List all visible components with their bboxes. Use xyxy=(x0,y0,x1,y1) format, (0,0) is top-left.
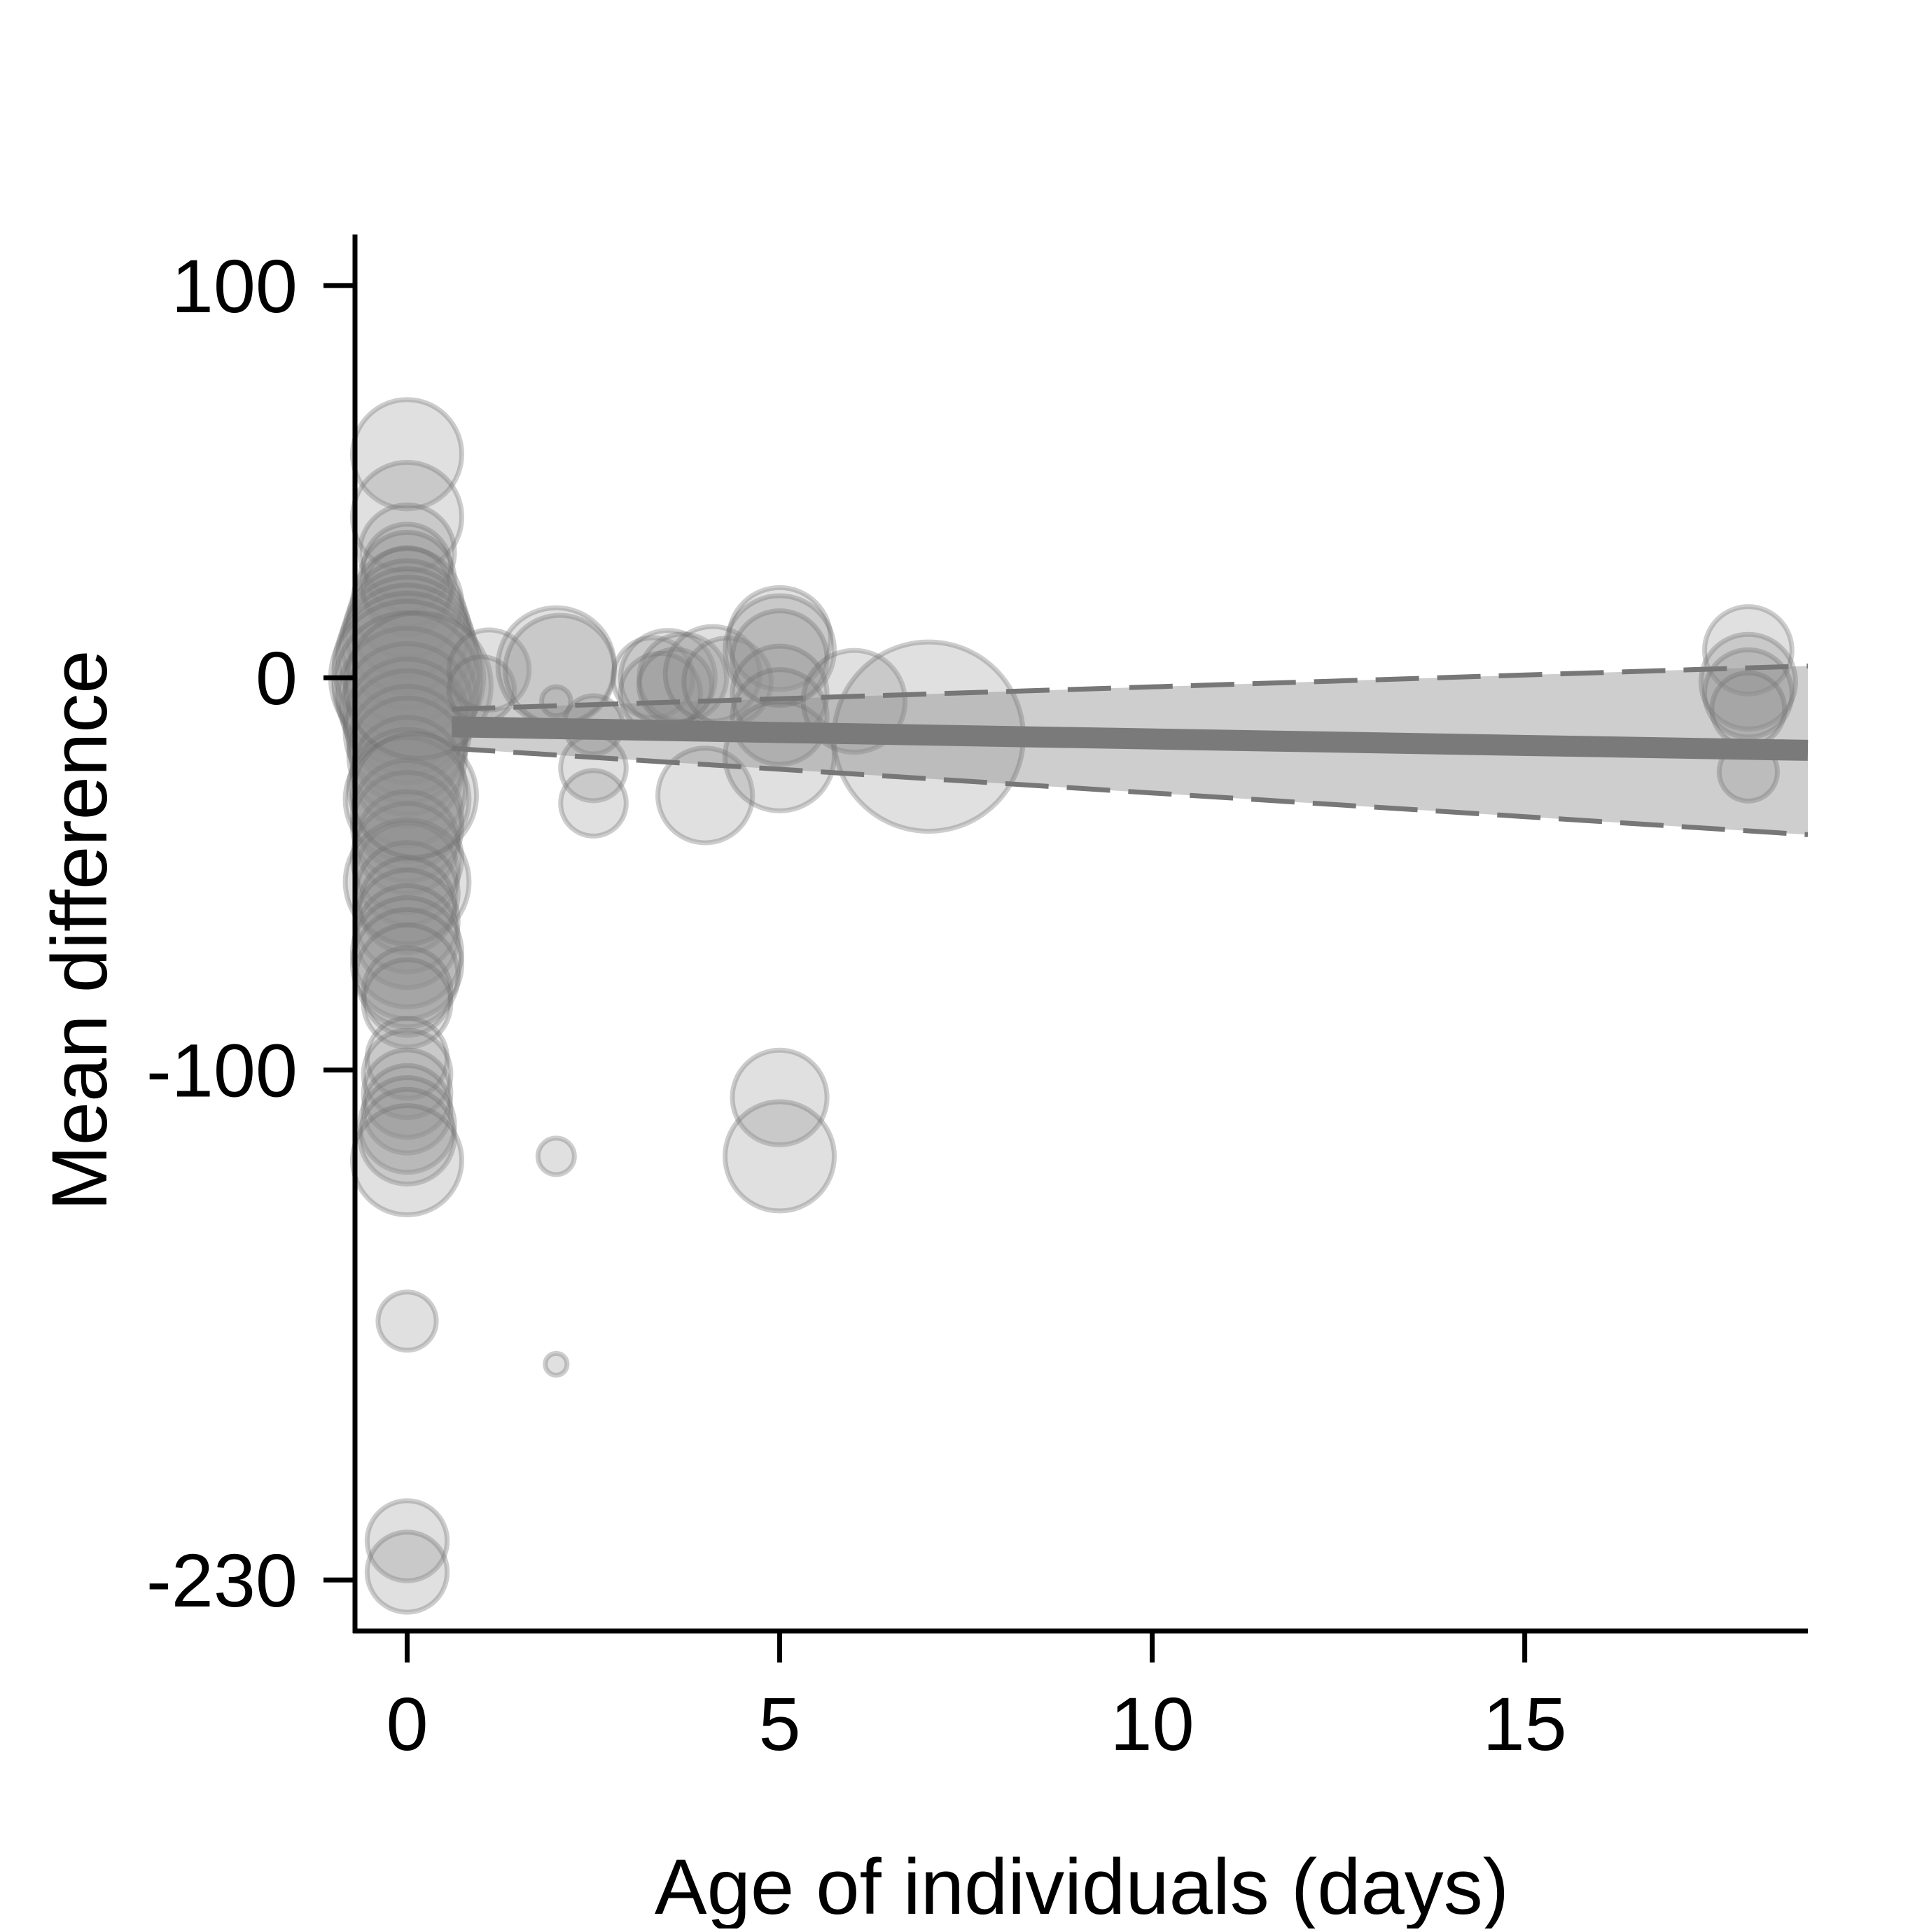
y-tick-label: 0 xyxy=(256,636,298,720)
data-point xyxy=(375,1289,439,1353)
data-point xyxy=(349,715,464,830)
data-point xyxy=(349,895,464,1010)
data-point xyxy=(730,608,830,708)
data-point xyxy=(1701,647,1795,740)
data-point xyxy=(342,566,472,695)
data-point xyxy=(331,610,482,761)
data-point xyxy=(346,695,468,818)
data-point xyxy=(361,1028,454,1121)
data-point xyxy=(357,530,457,630)
data-point xyxy=(342,735,472,864)
data-point xyxy=(364,1016,450,1101)
x-tick-label: 5 xyxy=(758,1681,800,1766)
data-point xyxy=(350,731,480,860)
data-point xyxy=(361,945,454,1038)
x-tick-label: 0 xyxy=(386,1681,428,1766)
data-point xyxy=(539,684,573,719)
regression-line xyxy=(452,716,1809,761)
data-point xyxy=(335,625,479,769)
data-point xyxy=(357,502,457,603)
ci-lower-dashed-line xyxy=(452,746,1809,837)
data-point xyxy=(543,1350,570,1378)
ci-upper-dashed-line xyxy=(452,663,1809,712)
data-point xyxy=(346,558,468,680)
data-point xyxy=(349,757,464,872)
data-point xyxy=(349,769,464,884)
data-point xyxy=(655,746,755,846)
data-point xyxy=(349,397,464,512)
data-point xyxy=(1709,670,1788,748)
data-point xyxy=(357,1086,457,1187)
confidence-band xyxy=(452,666,1809,835)
data-point xyxy=(346,683,468,806)
y-axis-title: Mean difference xyxy=(36,650,123,1210)
data-point xyxy=(361,957,454,1050)
data-point xyxy=(349,1103,464,1218)
confidence-band-layer xyxy=(452,666,1809,835)
data-point xyxy=(331,590,482,741)
y-tick-label: -100 xyxy=(146,1028,298,1113)
data-point xyxy=(349,459,464,574)
data-point xyxy=(723,593,837,708)
data-point xyxy=(349,801,464,916)
data-point xyxy=(346,727,468,848)
data-point xyxy=(357,855,457,955)
fit-lines-layer xyxy=(452,663,1809,837)
data-point xyxy=(535,1135,577,1177)
y-tick-label: -230 xyxy=(146,1538,298,1623)
data-point xyxy=(364,1498,450,1583)
data-point xyxy=(558,768,629,839)
data-point xyxy=(1701,604,1795,696)
axes-layer: 100 0 -100 -230 0 5 10 15 xyxy=(146,234,1808,1766)
data-point xyxy=(335,582,479,726)
data-point xyxy=(339,574,475,710)
data-point xyxy=(349,906,464,1021)
data-point xyxy=(361,522,454,615)
data-point xyxy=(726,584,833,692)
data-point xyxy=(357,1074,457,1175)
x-tick-label: 10 xyxy=(1110,1681,1195,1766)
data-point xyxy=(342,817,472,946)
y-tick-label: 100 xyxy=(172,244,298,328)
data-point xyxy=(1698,631,1798,732)
data-point xyxy=(610,635,696,720)
data-point xyxy=(730,1047,830,1147)
data-point xyxy=(349,546,464,661)
x-tick-label: 15 xyxy=(1483,1681,1567,1766)
data-point xyxy=(361,1063,454,1156)
data-point xyxy=(361,545,454,638)
data-point xyxy=(364,1530,450,1615)
data-point xyxy=(361,1047,454,1140)
points-layer xyxy=(328,397,1798,1615)
x-axis-title: Age of individuals (days) xyxy=(655,1843,1509,1928)
data-point xyxy=(723,1099,837,1214)
